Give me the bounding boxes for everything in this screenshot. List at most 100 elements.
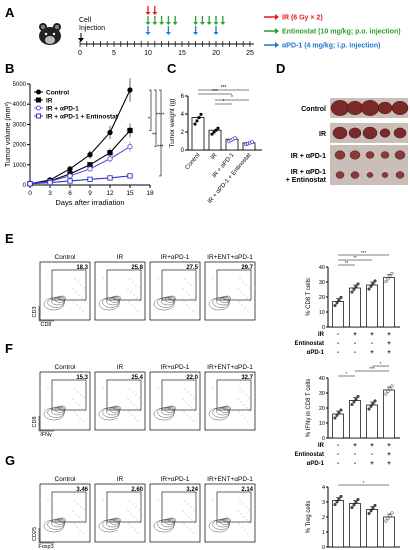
event-dot [190, 394, 192, 396]
event-dot [139, 410, 141, 412]
event-dot [237, 510, 239, 512]
event-dot [74, 388, 76, 390]
legend-arrow-head [275, 14, 279, 20]
density-contour [168, 517, 176, 523]
tumor-specimen [349, 150, 361, 160]
tumor-specimen [360, 100, 380, 116]
entinostat-arrow-head [159, 22, 165, 25]
event-dot [244, 417, 246, 419]
y-tick-label: 4 [322, 485, 325, 491]
event-dot [84, 410, 86, 412]
event-dot [136, 519, 138, 521]
data-point [67, 166, 73, 172]
event-dot [128, 301, 130, 303]
event-dot [77, 391, 79, 393]
event-dot [128, 411, 130, 413]
dot [386, 389, 390, 393]
event-dot [72, 288, 74, 290]
event-dot [135, 506, 137, 508]
density-contour [223, 517, 231, 523]
treatment-sign: + [353, 442, 357, 449]
event-dot [240, 513, 242, 515]
event-dot [245, 284, 247, 286]
flow-x-label: Foxp3 [38, 544, 53, 550]
dot [386, 516, 390, 520]
panel-label-e: E [5, 231, 14, 246]
event-dot [187, 503, 189, 505]
sig-label: * [231, 95, 233, 101]
panel-e: E Control18.3IR25.8IR+αPD-127.5IR+ENT+αP… [5, 231, 400, 356]
event-dot [193, 509, 195, 511]
gate [51, 269, 87, 301]
y-axis-title: Tumor volume (mm³) [5, 102, 12, 167]
dot [390, 511, 394, 515]
dot [195, 119, 199, 123]
density-contour [219, 406, 231, 413]
dot [335, 500, 339, 504]
series-line-0 [29, 89, 131, 185]
treatment-sign: + [387, 349, 391, 356]
event-dot [73, 301, 75, 303]
event-dot [82, 532, 84, 534]
timeline-label: 0 [78, 50, 82, 57]
event-dot [75, 513, 77, 515]
gate-percent: 15.3 [76, 375, 88, 381]
y-tick-label: 0 [322, 545, 325, 550]
event-dot [243, 404, 245, 406]
flow-y-label: CD25 [32, 527, 38, 541]
event-dot [245, 394, 247, 396]
y-tick-label: 0 [322, 325, 325, 331]
dot [197, 116, 201, 119]
bar-1 [349, 400, 361, 439]
event-dot [188, 294, 190, 296]
legend-marker [36, 113, 41, 119]
sig-label: *** [361, 250, 367, 255]
sig-bracket [159, 89, 162, 177]
panel-label-d: D [276, 61, 285, 76]
density-contour [54, 406, 66, 413]
sig-label: ** [353, 255, 357, 260]
event-dot [133, 294, 135, 296]
legend-label: Entinostat (10 mg/kg; p.o. injection) [282, 29, 401, 36]
dot [350, 290, 354, 294]
dot [193, 122, 197, 126]
data-point [127, 173, 133, 179]
event-dot [188, 404, 190, 406]
y-axis-title: % IFNγ in CD8 T cells [306, 379, 312, 437]
event-dot [242, 391, 244, 393]
dot [333, 503, 337, 507]
y-tick-label: 2 [181, 130, 185, 136]
event-dot [157, 277, 159, 279]
treatment-label: αPD-1 [307, 461, 325, 467]
x-tick-label: 9 [88, 190, 92, 197]
event-dot [74, 500, 76, 502]
event-dot [73, 411, 75, 413]
category-label: Control [185, 152, 202, 171]
dot [384, 519, 388, 523]
event-dot [240, 291, 242, 293]
event-dot [246, 407, 248, 409]
gate-percent: 18.3 [76, 265, 88, 271]
event-dot [182, 398, 184, 400]
y-tick-label: 5000 [13, 82, 27, 88]
gate [106, 379, 142, 411]
event-dot [249, 522, 251, 524]
sig-label: * [346, 371, 348, 376]
density-contour [113, 405, 121, 411]
event-dot [243, 294, 245, 296]
dot [333, 304, 337, 308]
timeline-label: 20 [212, 50, 220, 57]
event-dot [80, 506, 82, 508]
flow-header: IR+αPD-1 [161, 476, 190, 483]
event-dot [248, 287, 250, 289]
flow-plot-frame [94, 483, 146, 543]
pd1-arrow-head [145, 32, 151, 35]
tumor-specimen [394, 150, 406, 160]
row-label: IR + αPD-1 [291, 169, 326, 176]
treatment-sign: + [387, 331, 391, 338]
event-dot [246, 297, 248, 299]
legend-arrow-head [275, 42, 279, 48]
flow-plot-frame [149, 371, 201, 431]
ir-arrow-head [152, 12, 158, 15]
